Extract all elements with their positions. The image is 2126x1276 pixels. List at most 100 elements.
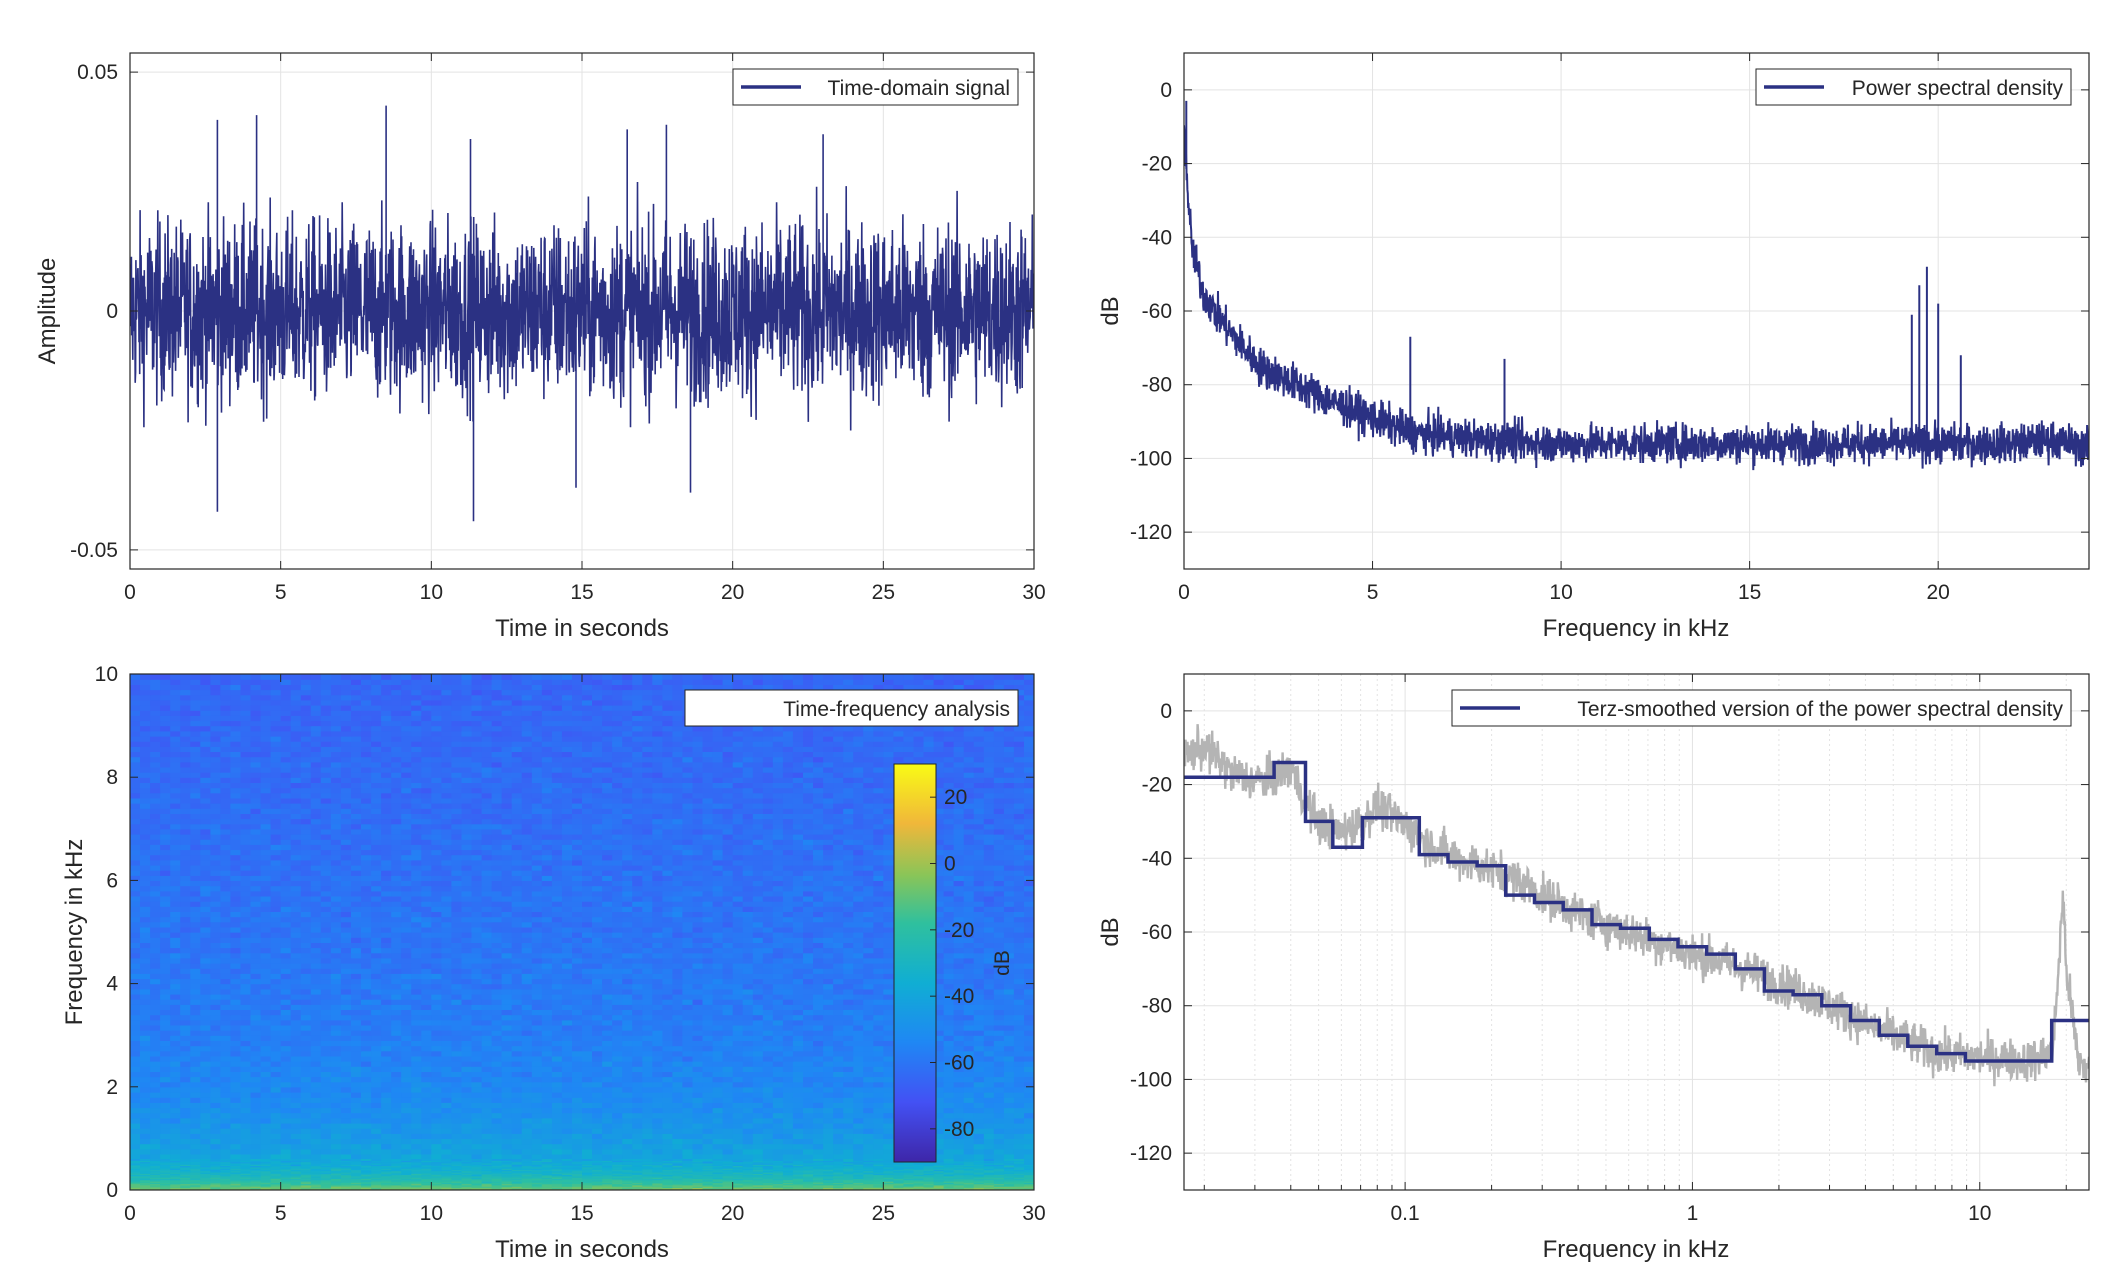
spectrogram-cell bbox=[561, 983, 573, 990]
spectrogram-cell bbox=[441, 947, 452, 954]
spectrogram-cell bbox=[963, 932, 975, 938]
spectrogram-cell bbox=[200, 1014, 211, 1021]
x-axis-label: Frequency in kHz bbox=[1543, 615, 1730, 642]
spectrogram-cell bbox=[270, 1030, 282, 1036]
spectrogram-cell bbox=[290, 937, 302, 943]
spectrogram-cell bbox=[531, 1050, 543, 1057]
spectrogram-cell bbox=[682, 1153, 693, 1160]
spectrogram-cell bbox=[330, 1138, 342, 1145]
spectrogram-cell bbox=[541, 1138, 553, 1145]
spectrogram-cell bbox=[853, 1086, 864, 1093]
spectrogram-cell bbox=[411, 978, 422, 985]
spectrogram-cell bbox=[471, 1071, 483, 1078]
spectrogram-cell bbox=[762, 999, 774, 1005]
spectrogram-cell bbox=[963, 1045, 975, 1052]
spectrogram-cell bbox=[310, 911, 322, 918]
spectrogram-cell bbox=[220, 1076, 231, 1083]
spectrogram-cell bbox=[501, 1102, 513, 1109]
spectrogram-cell bbox=[461, 1024, 473, 1031]
spectrogram-cell bbox=[813, 1019, 824, 1026]
spectrogram-cell bbox=[411, 1102, 422, 1109]
spectrogram-cell bbox=[853, 1030, 864, 1036]
spectrogram-cell bbox=[511, 1097, 523, 1103]
spectrogram-cell bbox=[551, 1055, 563, 1062]
spectrogram-cell bbox=[511, 1133, 523, 1139]
spectrogram-cell bbox=[943, 952, 955, 959]
spectrogram-cell bbox=[240, 1097, 252, 1103]
spectrogram-cell bbox=[330, 1061, 342, 1067]
spectrogram-cell bbox=[160, 1024, 171, 1031]
spectrogram-cell bbox=[541, 947, 553, 954]
spectrogram-cell bbox=[1013, 947, 1025, 954]
spectrogram-cell bbox=[481, 993, 493, 1000]
spectrogram-cell bbox=[180, 1055, 191, 1062]
spectrogram-cell bbox=[230, 952, 241, 959]
spectrogram-cell bbox=[391, 1004, 402, 1010]
spectrogram-cell bbox=[722, 1040, 734, 1047]
spectrogram-cell bbox=[220, 1055, 231, 1062]
spectrogram-cell bbox=[772, 988, 784, 995]
spectrogram-cell bbox=[602, 1092, 613, 1098]
spectrogram-cell bbox=[190, 1128, 201, 1134]
spectrogram-cell bbox=[853, 968, 864, 974]
spectrogram-cell bbox=[521, 1055, 533, 1062]
spectrogram-cell bbox=[813, 1112, 824, 1119]
spectrogram-cell bbox=[521, 1112, 533, 1119]
spectrogram-cell bbox=[782, 1117, 794, 1124]
spectrogram-cell bbox=[732, 921, 744, 928]
spectrogram-cell bbox=[361, 1030, 372, 1036]
spectrogram-cell bbox=[772, 1019, 784, 1026]
spectrogram-cell bbox=[883, 1122, 894, 1129]
spectrogram-cell bbox=[863, 932, 874, 938]
spectrogram-cell bbox=[531, 1066, 543, 1072]
spectrogram-cell bbox=[140, 1040, 151, 1047]
spectrogram-cell bbox=[772, 921, 784, 928]
spectrogram-cell bbox=[361, 1133, 372, 1139]
spectrogram-cell bbox=[220, 911, 231, 918]
spectrogram-cell bbox=[813, 957, 824, 964]
spectrogram-cell bbox=[853, 1009, 864, 1016]
spectrogram-cell bbox=[381, 999, 392, 1005]
spectrogram-cell bbox=[762, 1014, 774, 1021]
spectrogram-cell bbox=[953, 1076, 965, 1083]
spectrogram-cell bbox=[481, 999, 493, 1005]
spectrogram-cell bbox=[943, 1153, 955, 1160]
spectrogram-cell bbox=[531, 947, 543, 954]
spectrogram-cell bbox=[280, 1117, 292, 1124]
spectrogram-cell bbox=[572, 993, 583, 1000]
spectrogram-cell bbox=[351, 937, 362, 943]
spectrogram-cell bbox=[260, 1148, 272, 1155]
spectrogram-cell bbox=[431, 1086, 442, 1093]
spectrogram-cell bbox=[853, 1153, 864, 1160]
spectrogram-cell bbox=[863, 1133, 874, 1139]
spectrogram-cell bbox=[782, 1128, 794, 1134]
spectrogram-cell bbox=[632, 1102, 643, 1109]
spectrogram-cell bbox=[551, 1117, 563, 1124]
spectrogram-cell bbox=[722, 1117, 734, 1124]
spectrogram-cell bbox=[290, 916, 302, 923]
spectrogram-cell bbox=[150, 1024, 161, 1031]
spectrogram-cell bbox=[541, 1128, 553, 1134]
spectrogram-cell bbox=[310, 921, 322, 928]
spectrogram-cell bbox=[642, 952, 653, 959]
spectrogram-cell bbox=[381, 1112, 392, 1119]
spectrogram-cell bbox=[833, 1024, 844, 1031]
spectrogram-cell bbox=[943, 1040, 955, 1047]
spectrogram-cell bbox=[843, 1004, 854, 1010]
spectrogram-cell bbox=[290, 978, 302, 985]
spectrogram-cell bbox=[210, 1061, 221, 1067]
spectrogram-cell bbox=[140, 911, 151, 918]
spectrogram-cell bbox=[933, 932, 945, 938]
spectrogram-cell bbox=[782, 1014, 794, 1021]
spectrogram-cell bbox=[652, 1133, 663, 1139]
spectrogram-cell bbox=[240, 926, 252, 933]
spectrogram-cell bbox=[732, 978, 744, 985]
spectrogram-cell bbox=[511, 1138, 523, 1145]
spectrogram-cell bbox=[762, 937, 774, 943]
spectrogram-cell bbox=[722, 1097, 734, 1103]
spectrogram-cell bbox=[160, 947, 171, 954]
spectrogram-cell bbox=[371, 957, 382, 964]
spectrogram-cell bbox=[883, 1117, 894, 1124]
spectrogram-cell bbox=[572, 1071, 583, 1078]
spectrogram-cell bbox=[823, 1066, 834, 1072]
